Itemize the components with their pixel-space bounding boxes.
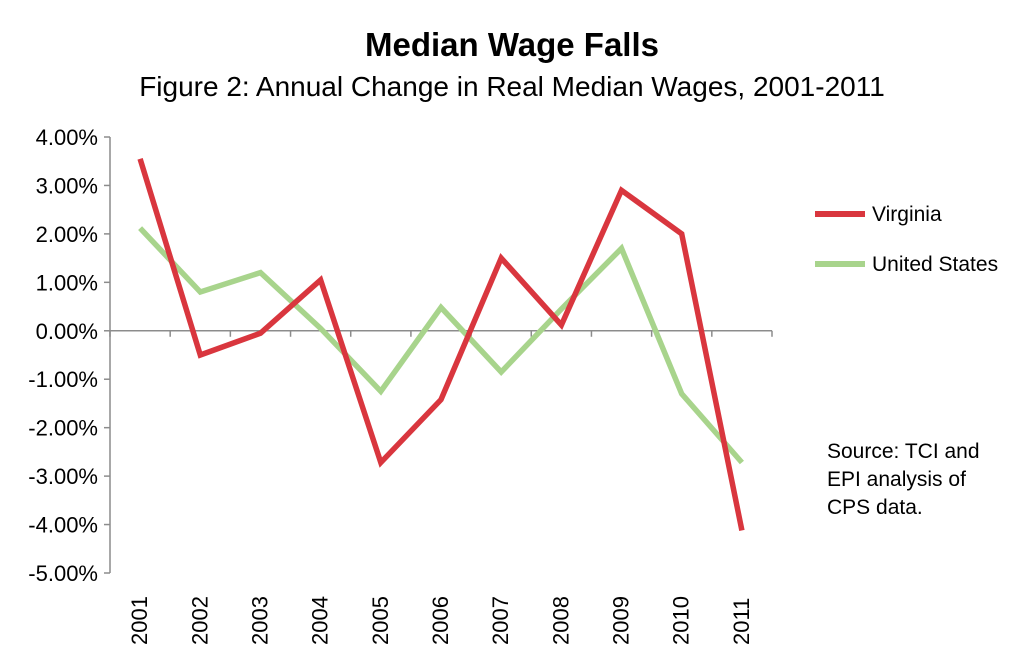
source-note: Source: TCI and EPI analysis of CPS data…	[827, 440, 980, 519]
series-line-virginia	[137, 157, 745, 531]
y-axis: 4.00% 3.00% 2.00% 1.00% 0.00% -1.00% -2.00% -3.…	[28, 125, 111, 586]
x-tick-label: 2010	[669, 596, 694, 645]
legend-label-virginia: Virginia	[872, 203, 942, 226]
x-tick-label: 2009	[609, 596, 634, 645]
source-line-1: Source: TCI and	[827, 440, 980, 463]
legend-entry-virginia: Virginia	[815, 203, 942, 226]
y-tick-label: 2.00%	[36, 222, 98, 247]
y-tick-label: 3.00%	[36, 173, 98, 198]
source-line-3: CPS data.	[827, 496, 923, 519]
y-tick-label: -4.00%	[28, 513, 98, 538]
x-tick-label: 2007	[488, 596, 513, 645]
y-tick-label: -1.00%	[28, 367, 98, 392]
x-tick-label: 2002	[187, 596, 212, 645]
chart-title: Median Wage Falls	[365, 26, 659, 63]
source-line-2: EPI analysis of	[827, 468, 966, 491]
x-tick-label: 2005	[368, 596, 393, 645]
x-tick-label: 2006	[428, 596, 453, 645]
x-tick-label: 2001	[127, 596, 152, 645]
y-tick-label: 4.00%	[36, 125, 98, 150]
x-tick-label: 2011	[729, 598, 754, 645]
x-tick-label: 2004	[308, 596, 333, 645]
x-axis: 2001 2002 2003 2004 2005 2006 2007 2008 2009 2010…	[109, 330, 773, 645]
y-tick-label: -2.00%	[28, 416, 98, 441]
chart-subtitle: Figure 2: Annual Change in Real Median W…	[139, 71, 885, 102]
y-tick-label: 1.00%	[36, 270, 98, 295]
legend: Virginia United States	[815, 203, 998, 276]
x-tick-label: 2008	[548, 596, 573, 645]
legend-label-united-states: United States	[872, 253, 998, 276]
y-tick-label: 0.00%	[36, 319, 98, 344]
y-tick-label: -5.00%	[28, 561, 98, 586]
legend-entry-united-states: United States	[815, 253, 998, 276]
y-tick-label: -3.00%	[28, 464, 98, 489]
x-tick-label: 2003	[247, 596, 272, 645]
series-lines	[137, 157, 745, 531]
